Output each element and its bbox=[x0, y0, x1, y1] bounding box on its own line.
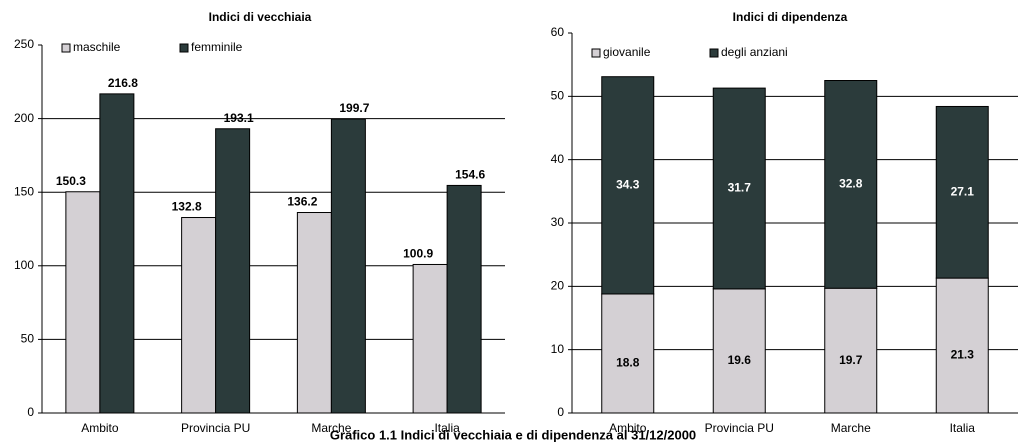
legend-label: maschile bbox=[73, 40, 121, 54]
data-label: 19.6 bbox=[728, 353, 752, 367]
y-tick-label: 50 bbox=[551, 89, 565, 103]
y-tick-label: 20 bbox=[551, 279, 565, 293]
y-tick-label: 0 bbox=[27, 405, 34, 419]
x-tick-label: Italia bbox=[434, 421, 460, 435]
bar bbox=[412, 263, 448, 414]
x-tick-label: Provincia PU bbox=[181, 421, 250, 435]
y-tick-label: 250 bbox=[14, 37, 34, 51]
legend-swatch bbox=[61, 43, 71, 53]
y-tick-label: 10 bbox=[551, 342, 565, 356]
y-tick-label: 200 bbox=[14, 111, 34, 125]
y-tick-label: 150 bbox=[14, 184, 34, 198]
bar bbox=[330, 118, 366, 414]
legend-swatch bbox=[591, 48, 601, 58]
data-label: 32.8 bbox=[839, 177, 863, 191]
bar-segment bbox=[935, 105, 989, 279]
legend-swatch bbox=[179, 43, 189, 53]
legend-label: degli anziani bbox=[721, 45, 788, 59]
data-label: 21.3 bbox=[951, 348, 975, 362]
bar-segment bbox=[824, 287, 878, 414]
y-tick-label: 100 bbox=[14, 258, 34, 272]
legend-swatch bbox=[709, 48, 719, 58]
legend-label: femminile bbox=[191, 40, 243, 54]
bar-segment bbox=[712, 87, 766, 290]
chart-title: Indici di dipendenza bbox=[733, 10, 848, 24]
bar-segment bbox=[601, 293, 655, 414]
data-label: 19.7 bbox=[839, 353, 863, 367]
x-tick-label: Ambito bbox=[609, 421, 647, 435]
bar bbox=[296, 212, 332, 414]
bar-segment bbox=[935, 277, 989, 414]
caption: Grafico 1.1 Indici di vecchiaia e di dip… bbox=[330, 427, 696, 442]
data-label: 100.9 bbox=[403, 247, 433, 261]
bar bbox=[65, 191, 101, 414]
y-tick-label: 60 bbox=[551, 25, 565, 39]
bar-segment bbox=[824, 80, 878, 289]
x-tick-label: Provincia PU bbox=[705, 421, 774, 435]
bar-segment bbox=[601, 76, 655, 295]
data-label: 136.2 bbox=[287, 195, 317, 209]
x-tick-label: Marche bbox=[831, 421, 871, 435]
x-tick-label: Ambito bbox=[81, 421, 119, 435]
data-label: 132.8 bbox=[172, 200, 202, 214]
y-tick-label: 40 bbox=[551, 152, 565, 166]
bar bbox=[446, 184, 482, 414]
chart-title: Indici di vecchiaia bbox=[209, 10, 312, 24]
data-label: 18.8 bbox=[616, 356, 640, 370]
bar bbox=[181, 217, 217, 414]
x-tick-label: Marche bbox=[311, 421, 351, 435]
data-label: 199.7 bbox=[339, 101, 369, 115]
y-tick-label: 50 bbox=[21, 332, 35, 346]
data-label: 193.1 bbox=[224, 111, 254, 125]
data-label: 27.1 bbox=[951, 184, 975, 198]
data-label: 150.3 bbox=[56, 174, 86, 188]
legend-label: giovanile bbox=[603, 45, 651, 59]
data-label: 154.6 bbox=[455, 168, 485, 182]
bar bbox=[99, 93, 135, 414]
data-label: 34.3 bbox=[616, 177, 640, 191]
bar-segment bbox=[712, 288, 766, 414]
y-tick-label: 0 bbox=[557, 405, 564, 419]
x-tick-label: Italia bbox=[950, 421, 976, 435]
data-label: 216.8 bbox=[108, 76, 138, 90]
bar bbox=[215, 128, 251, 414]
data-label: 31.7 bbox=[728, 181, 752, 195]
y-tick-label: 30 bbox=[551, 215, 565, 229]
